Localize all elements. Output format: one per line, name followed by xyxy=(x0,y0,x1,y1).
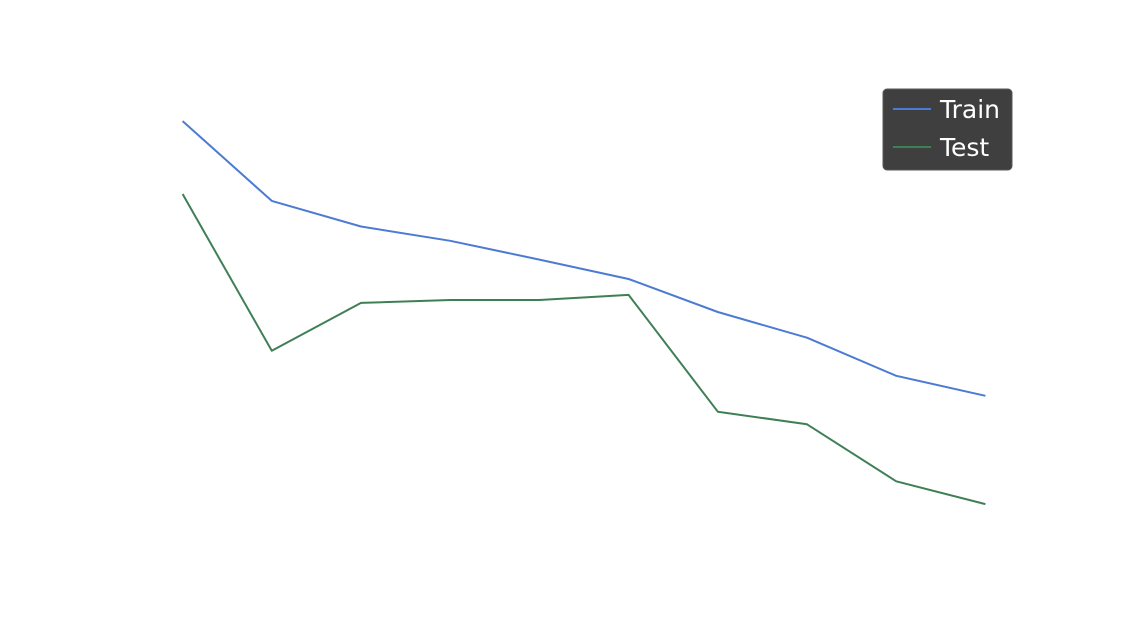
series-line-test xyxy=(181,193,986,506)
legend-label-test: Test xyxy=(939,133,989,162)
series-layer xyxy=(181,120,986,506)
series-line-train xyxy=(181,120,986,397)
legend: Train Test xyxy=(882,88,1013,171)
legend-label-train: Train xyxy=(939,95,1000,124)
